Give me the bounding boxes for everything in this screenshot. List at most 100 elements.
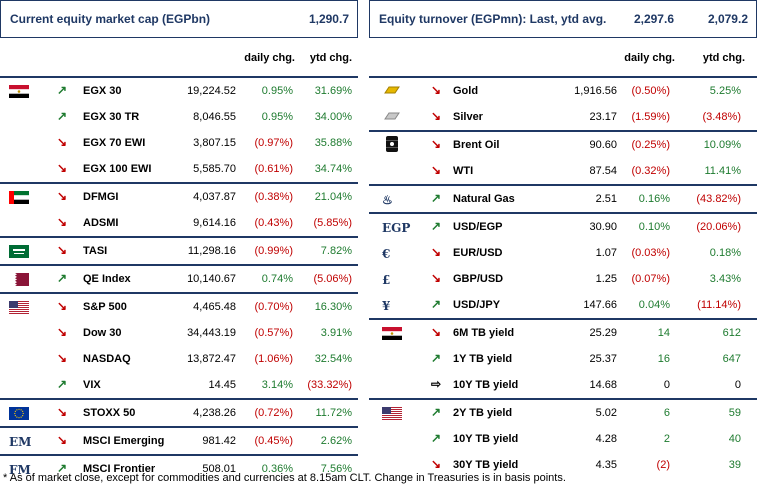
daily-change: 0.36%: [261, 463, 293, 475]
table-group: ↘ S&P 500 4,465.48 (0.70%) 16.30% ↘ Dow 30 34,4…: [0, 292, 358, 398]
equity-table: ↗ EGX 30 19,224.52 0.95% 31.69% ↗ EGX 30 TR 8,0…: [0, 76, 358, 482]
daily-change: 2: [663, 433, 670, 445]
instrument-value: 14.45: [208, 379, 236, 391]
arrow-flat-icon: ⇨: [431, 377, 442, 391]
euro-icon: €: [382, 247, 391, 261]
daily-change: (0.70%): [254, 301, 293, 313]
ytd-change: (5.85%): [313, 217, 352, 229]
equity-market-cap-header: Current equity market cap (EGPbn) 1,290.…: [0, 0, 358, 38]
daily-change: (0.38%): [254, 191, 293, 203]
gold-bar-icon: [382, 84, 402, 100]
daily-change: (0.99%): [254, 245, 293, 257]
eu-flag-icon: [9, 407, 29, 420]
arrow-down-icon: ↘: [57, 243, 68, 257]
table-group: EGP ↗ USD/EGP 30.90 0.10% (20.06%) € ↘ EUR/USD 1.…: [369, 212, 757, 318]
fm-text-icon: FM: [9, 463, 31, 477]
daily-change: 0.95%: [261, 111, 293, 123]
daily-change: (0.03%): [631, 247, 670, 259]
instrument-value: 147.66: [583, 299, 617, 311]
daily-change: 0.95%: [261, 85, 293, 97]
daily-change: 0.10%: [638, 221, 670, 233]
ytd-change: 11.41%: [704, 165, 742, 177]
arrow-down-icon: ↘: [57, 299, 68, 313]
instrument-name: 6M TB yield: [453, 327, 515, 339]
oil-barrel-icon: [382, 135, 402, 156]
arrow-up-icon: ↗: [57, 109, 68, 123]
daily-change: 0.04%: [638, 299, 670, 311]
instrument-name: 30Y TB yield: [453, 459, 519, 471]
arrow-up-icon: ↗: [57, 377, 68, 391]
instrument-value: 19,224.52: [187, 85, 236, 97]
table-row: ↗ 2Y TB yield 5.02 6 59: [369, 400, 757, 426]
pound-icon: £: [382, 273, 391, 287]
arrow-down-icon: ↘: [57, 405, 68, 419]
instrument-name: DFMGI: [83, 191, 119, 203]
table-row: ↘ 6M TB yield 25.29 14 612: [369, 320, 757, 346]
instrument-value: 5.02: [595, 407, 617, 419]
arrow-down-icon: ↘: [431, 245, 442, 259]
ytd-change: 2.62%: [320, 435, 352, 447]
arrow-up-icon: ↗: [431, 351, 442, 365]
turnover-last-value: 2,297.6: [633, 12, 674, 26]
ytd-change: (20.06%): [696, 221, 741, 233]
instrument-name: EUR/USD: [453, 247, 503, 259]
daily-change-header: daily chg.: [244, 52, 295, 64]
daily-change: 0.16%: [638, 193, 670, 205]
table-row: ↘ ADSMI 9,614.16 (0.43%) (5.85%): [0, 210, 358, 236]
instrument-value: 87.54: [589, 165, 617, 177]
arrow-up-icon: ↗: [431, 405, 442, 419]
daily-change: (0.32%): [631, 165, 670, 177]
table-row: ⇨ 10Y TB yield 14.68 0 0: [369, 372, 757, 398]
ytd-change: 7.56%: [320, 463, 352, 475]
ytd-change: 612: [722, 327, 741, 339]
instrument-name: ADSMI: [83, 217, 119, 229]
arrow-down-icon: ↘: [431, 137, 442, 151]
arrow-down-icon: ↘: [431, 271, 442, 285]
ytd-change: (33.32%): [307, 379, 352, 391]
arrow-down-icon: ↘: [57, 189, 68, 203]
instrument-value: 1,916.56: [574, 85, 617, 97]
egypt-flag-icon: [9, 85, 29, 98]
em-text-icon: EM: [9, 435, 32, 449]
arrow-down-icon: ↘: [431, 163, 442, 177]
ytd-change: 5.25%: [709, 85, 741, 97]
saudi-flag-icon: [9, 245, 29, 258]
instrument-name: Natural Gas: [453, 193, 515, 205]
ytd-change: (43.82%): [696, 193, 741, 205]
ytd-change: 10.09%: [703, 139, 741, 151]
daily-change: (0.07%): [631, 273, 670, 285]
ytd-change: 39: [728, 459, 741, 471]
equity-market-cap-title: Current equity market cap (EGPbn): [10, 12, 211, 26]
table-row: € ↘ EUR/USD 1.07 (0.03%) 0.18%: [369, 240, 757, 266]
arrow-up-icon: ↗: [431, 297, 442, 311]
arrow-up-icon: ↗: [431, 219, 442, 233]
table-row: ↘ NASDAQ 13,872.47 (1.06%) 32.54%: [0, 346, 358, 372]
ytd-change: 31.69%: [314, 85, 352, 97]
table-group: FM ↗ MSCI Frontier 508.01 0.36% 7.56%: [0, 454, 358, 482]
instrument-name: EGX 70 EWI: [83, 137, 146, 149]
instrument-name: Gold: [453, 85, 479, 97]
instrument-name: 10Y TB yield: [453, 433, 519, 445]
instrument-value: 8,046.55: [193, 111, 236, 123]
table-group: ↘ TASI 11,298.16 (0.99%) 7.82%: [0, 236, 358, 264]
instrument-value: 11,298.16: [187, 245, 236, 257]
ytd-change: 11.72%: [315, 407, 353, 419]
ytd-change: 32.54%: [314, 353, 352, 365]
instrument-name: MSCI Emerging: [83, 435, 165, 447]
table-row: ↘ Dow 30 34,443.19 (0.57%) 3.91%: [0, 320, 358, 346]
commodities-table: ↘ Gold 1,916.56 (0.50%) 5.25% ↘ Silver 23.17 (1.…: [369, 76, 757, 478]
table-row: ♨ ↗ Natural Gas 2.51 0.16% (43.82%): [369, 186, 757, 212]
ytd-change: 34.74%: [314, 163, 352, 175]
table-row: ↗ 10Y TB yield 4.28 2 40: [369, 426, 757, 452]
table-row: ↘ Brent Oil 90.60 (0.25%) 10.09%: [369, 132, 757, 158]
table-row: ↗ EGX 30 19,224.52 0.95% 31.69%: [0, 78, 358, 104]
yen-icon: ¥: [382, 299, 391, 313]
daily-change: (2): [656, 459, 670, 471]
ytd-change-header: ytd chg.: [702, 52, 745, 64]
instrument-name: STOXX 50: [83, 407, 136, 419]
daily-change: (0.50%): [631, 85, 670, 97]
egypt-flag-icon: [382, 327, 402, 340]
silver-bar-icon: [382, 110, 402, 126]
equity-turnover-title: Equity turnover (EGPmn): Last, ytd avg.: [379, 12, 607, 26]
turnover-avg-value: 2,079.2: [707, 12, 748, 26]
